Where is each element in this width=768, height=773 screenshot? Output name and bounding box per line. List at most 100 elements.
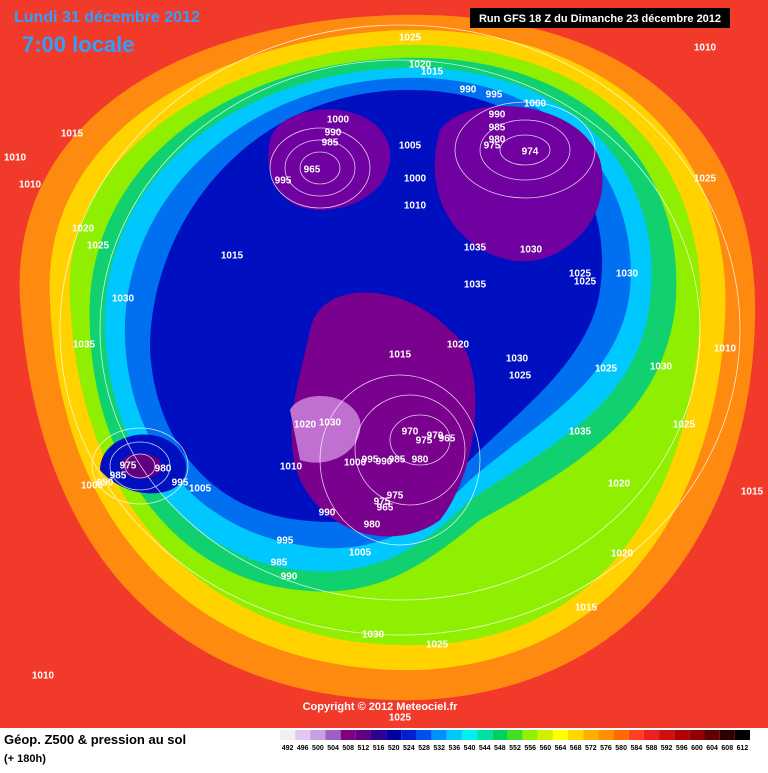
isobar-label: 1030 bbox=[520, 245, 543, 256]
colorbar-cell bbox=[583, 730, 599, 740]
colorbar-tick-label: 524 bbox=[403, 745, 415, 752]
isobar-label: 1025 bbox=[673, 420, 696, 431]
isobar-label: 1010 bbox=[280, 462, 303, 473]
colorbar-tick-label: 600 bbox=[691, 745, 703, 752]
colorbar-tick-label: 588 bbox=[646, 745, 658, 752]
colorbar-tick-label: 564 bbox=[555, 745, 567, 752]
isobar-label: 1020 bbox=[611, 549, 634, 560]
colorbar-tick-label: 592 bbox=[661, 745, 673, 752]
legend-subtitle: (+ 180h) bbox=[4, 753, 46, 765]
colorbar-cell bbox=[355, 730, 371, 740]
isobar-label: 1035 bbox=[464, 243, 487, 254]
isobar-label: 1000 bbox=[524, 99, 547, 110]
isobar-label: 1015 bbox=[61, 129, 84, 140]
isobar-label: 980 bbox=[155, 464, 172, 475]
isobar-label: 975 bbox=[484, 141, 501, 152]
colorbar-cell bbox=[643, 730, 660, 740]
isobar-label: 985 bbox=[110, 471, 127, 482]
colorbar-cell bbox=[461, 730, 478, 740]
colorbar-cell bbox=[734, 730, 750, 740]
isobar-label: 995 bbox=[172, 478, 189, 489]
isobar-label: 965 bbox=[439, 434, 456, 445]
colorbar-tick-label: 512 bbox=[358, 745, 370, 752]
colorbar-tick-label: 584 bbox=[630, 745, 642, 752]
isobar-label: 1025 bbox=[595, 364, 618, 375]
isobar-label: 975 bbox=[120, 461, 137, 472]
isobar-label: 980 bbox=[412, 455, 429, 466]
isobar-label: 1005 bbox=[399, 141, 422, 152]
isobar-label: 1010 bbox=[19, 180, 42, 191]
isobar-label: 965 bbox=[377, 503, 394, 514]
copyright: Copyright © 2012 Meteociel.fr bbox=[303, 701, 459, 713]
colorbar-tick-label: 544 bbox=[479, 745, 491, 752]
isobar-label: 990 bbox=[325, 128, 342, 139]
colorbar-cell bbox=[386, 730, 402, 740]
isobar-label: 1020 bbox=[294, 420, 317, 431]
colorbar-cell bbox=[522, 730, 538, 740]
isobar-label: 975 bbox=[387, 491, 404, 502]
isobar-label: 990 bbox=[319, 508, 336, 519]
isobar-label: 1030 bbox=[616, 269, 639, 280]
colorbar-cell bbox=[613, 730, 629, 740]
isobar-label: 1025 bbox=[87, 241, 110, 252]
isobar-label: 1020 bbox=[608, 479, 631, 490]
colorbar-tick-label: 540 bbox=[464, 745, 476, 752]
isobar-label: 1010 bbox=[4, 153, 27, 164]
isobar-label: 1010 bbox=[32, 671, 55, 682]
isobar-label: 1030 bbox=[506, 354, 529, 365]
isobar-label: 995 bbox=[362, 455, 379, 466]
isobar-label: 1035 bbox=[73, 340, 96, 351]
colorbar-tick-label: 608 bbox=[721, 745, 733, 752]
isobar-label: 1015 bbox=[421, 67, 444, 78]
isobars bbox=[59, 24, 741, 636]
isobar-label: 1030 bbox=[319, 418, 342, 429]
isobar-label: 1010 bbox=[694, 43, 717, 54]
isobar-label: 1020 bbox=[447, 340, 470, 351]
isobar-label: 985 bbox=[489, 123, 506, 134]
isobar-label: 970 bbox=[402, 427, 419, 438]
isobar-label: 1020 bbox=[409, 60, 432, 71]
isobar-label: 1030 bbox=[650, 362, 673, 373]
colorbar-tick-label: 580 bbox=[615, 745, 627, 752]
isobar-label: 1000 bbox=[327, 115, 350, 126]
isobar-label: 990 bbox=[281, 572, 298, 583]
run-box bbox=[470, 8, 730, 28]
colorbar-tick-label: 572 bbox=[585, 745, 597, 752]
isobar-label: 1000 bbox=[344, 458, 367, 469]
colorbar-cell bbox=[325, 730, 341, 740]
isobar-label: 1015 bbox=[741, 487, 764, 498]
isobar-label: 995 bbox=[277, 536, 294, 547]
colorbar-cell bbox=[628, 730, 644, 740]
colorbar-cell bbox=[568, 730, 584, 740]
isobar-label: 1035 bbox=[464, 280, 487, 291]
isobar-label: 990 bbox=[376, 457, 393, 468]
time: 7:00 locale bbox=[22, 32, 135, 57]
colorbar-tick-label: 516 bbox=[373, 745, 385, 752]
isobar-label: 1035 bbox=[569, 427, 592, 438]
isobar-label: 980 bbox=[489, 135, 506, 146]
isobar-label: 1005 bbox=[349, 548, 372, 559]
z500-field bbox=[19, 14, 756, 701]
isobar-label: 1030 bbox=[362, 630, 385, 641]
isobar-label: 1010 bbox=[714, 344, 737, 355]
colorbar-tick-label: 532 bbox=[433, 745, 445, 752]
colorbar-cell bbox=[431, 730, 447, 740]
colorbar-tick-label: 612 bbox=[737, 745, 749, 752]
isobar-label: 995 bbox=[275, 176, 292, 187]
colorbar-cell bbox=[674, 730, 690, 740]
colorbar-cell bbox=[416, 730, 432, 740]
isobar-label: 985 bbox=[322, 138, 339, 149]
colorbar-tick-label: 536 bbox=[449, 745, 461, 752]
colorbar-tick-label: 604 bbox=[706, 745, 718, 752]
isobar-label: 975 bbox=[416, 436, 433, 447]
isobar-label: 1030 bbox=[112, 294, 135, 305]
colorbar-tick-label: 556 bbox=[524, 745, 536, 752]
isobar-label: 990 bbox=[489, 110, 506, 121]
isobar-label: 1015 bbox=[389, 350, 412, 361]
isobar-label: 1015 bbox=[221, 251, 244, 262]
isobar-label: 1025 bbox=[389, 713, 412, 724]
isobar-label: 974 bbox=[522, 147, 539, 158]
colorbar-cell bbox=[552, 730, 569, 740]
